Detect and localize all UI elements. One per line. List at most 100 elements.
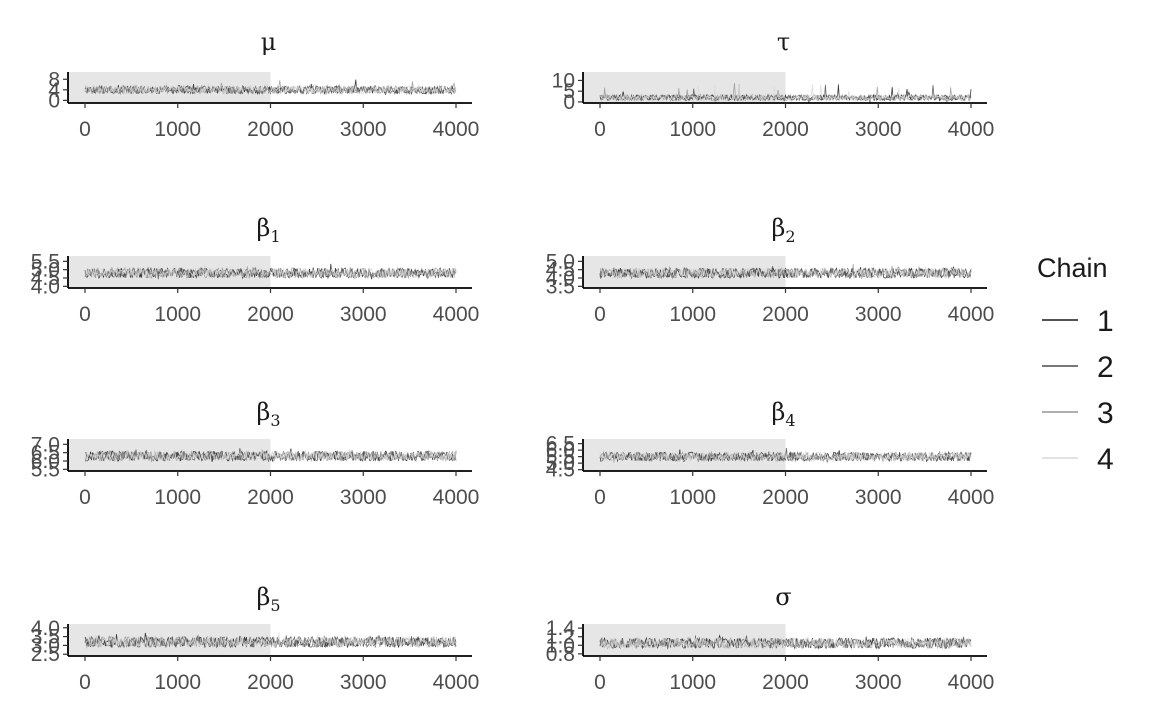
panel-title-main: β [256, 583, 270, 611]
y-tick-label: 4.5 [31, 267, 60, 290]
x-tick-label: 0 [594, 118, 606, 141]
x-tick-label: 4000 [433, 486, 480, 509]
x-tick-label: 1000 [669, 118, 716, 141]
x-tick-label: 4000 [948, 118, 995, 141]
panel-title: β1 [256, 214, 280, 246]
x-tick-label: 2000 [762, 671, 809, 694]
legend-label-chain-1: 1 [1097, 305, 1114, 338]
trace-line-chain-4 [84, 632, 457, 649]
panel-title-main: β [256, 214, 270, 242]
trace-line-chain-4 [599, 84, 972, 104]
panel-title-main: β [771, 398, 785, 426]
x-tick-label: 3000 [340, 486, 387, 509]
trace-panel: β4 0 1000 2000 3000 4000 4.55.05.56.06.5 [546, 398, 995, 509]
x-tick-label: 3000 [855, 671, 902, 694]
trace-panel: β5 0 1000 2000 3000 4000 2.53.03.54.0 [31, 583, 480, 694]
x-tick-label: 2000 [247, 303, 294, 326]
trace-panel: β1 0 1000 2000 3000 4000 4.04.55.05.5 [31, 214, 480, 326]
x-tick-label: 3000 [340, 303, 387, 326]
x-tick-label: 2000 [762, 303, 809, 326]
y-tick-label: 4.0 [546, 267, 575, 290]
x-tick-label: 4000 [948, 671, 995, 694]
y-tick-label: 0 [48, 89, 60, 112]
y-tick-label: 3.5 [31, 626, 60, 649]
panel-title-main: τ [777, 28, 790, 56]
legend-label-chain-3: 3 [1097, 397, 1114, 430]
y-tick-label: 5.5 [31, 458, 60, 481]
y-tick-label: 5.5 [546, 446, 575, 469]
y-tick-label: 4.0 [31, 617, 60, 640]
panel-title-subscript: 1 [270, 227, 280, 246]
x-tick-label: 0 [594, 303, 606, 326]
y-tick-label: 10 [552, 69, 575, 92]
panel-title-main: β [771, 214, 785, 242]
x-tick-label: 3000 [340, 118, 387, 141]
y-tick-label: 1.2 [546, 626, 575, 649]
panel-title-subscript: 3 [270, 411, 280, 430]
y-tick-label: 3.5 [546, 275, 575, 298]
x-tick-label: 0 [79, 118, 91, 141]
x-tick-label: 4000 [433, 303, 480, 326]
x-tick-label: 2000 [247, 118, 294, 141]
trace-line-chain-4 [84, 264, 457, 280]
panel-title-subscript: 5 [270, 596, 280, 615]
panel-title: σ [775, 583, 791, 611]
trace-line-chain-4 [599, 450, 972, 463]
panel-title: τ [777, 28, 790, 56]
legend-label-chain-2: 2 [1097, 351, 1114, 384]
x-tick-label: 2000 [247, 671, 294, 694]
panel-title-main: β [256, 398, 270, 426]
trace-line-chain-4 [600, 263, 972, 280]
x-tick-label: 1000 [669, 671, 716, 694]
legend-label-chain-4: 4 [1097, 443, 1114, 476]
panel-title: β2 [771, 214, 795, 246]
panel-title-main: σ [775, 583, 791, 611]
y-tick-label: 6.0 [31, 450, 60, 473]
y-tick-label: 4.5 [546, 259, 575, 282]
x-tick-label: 3000 [855, 303, 902, 326]
y-tick-label: 3.0 [31, 634, 60, 657]
trace-panel: σ 0 1000 2000 3000 4000 0.81.01.21.4 [546, 583, 995, 694]
x-tick-label: 4000 [433, 671, 480, 694]
x-tick-label: 4000 [948, 303, 995, 326]
trace-line-chain-4 [600, 635, 972, 650]
panel-title-subscript: 2 [785, 227, 795, 246]
y-tick-label: 1.0 [546, 634, 575, 657]
x-tick-label: 0 [79, 671, 91, 694]
y-tick-label: 5.5 [31, 250, 60, 273]
x-tick-label: 1000 [154, 486, 201, 509]
x-tick-label: 3000 [855, 118, 902, 141]
trace-panel: μ 0 1000 2000 3000 4000 048 [48, 28, 479, 141]
y-tick-label: 2.5 [31, 643, 60, 666]
x-tick-label: 1000 [154, 118, 201, 141]
y-tick-label: 7.0 [31, 433, 60, 456]
trace-panel: β2 0 1000 2000 3000 4000 3.54.04.55.0 [546, 214, 995, 326]
trace-panel: β3 0 1000 2000 3000 4000 5.56.06.57.0 [31, 398, 480, 509]
y-tick-label: 0 [563, 91, 575, 114]
trace-line-chain-4 [84, 449, 457, 463]
y-tick-label: 6.5 [31, 442, 60, 465]
y-tick-label: 4 [48, 79, 60, 102]
y-tick-label: 5 [563, 80, 575, 103]
trace-line-chain-3 [599, 263, 972, 280]
x-tick-label: 4000 [433, 118, 480, 141]
panel-title-main: μ [261, 28, 277, 56]
y-tick-label: 5.0 [31, 259, 60, 282]
x-tick-label: 0 [594, 671, 606, 694]
y-tick-label: 6.0 [546, 439, 575, 462]
y-tick-label: 4.0 [31, 275, 60, 298]
x-tick-label: 2000 [762, 486, 809, 509]
x-tick-label: 1000 [154, 303, 201, 326]
y-tick-label: 6.5 [546, 433, 575, 456]
panel-title: β5 [256, 583, 280, 615]
x-tick-label: 0 [594, 486, 606, 509]
panel-title: β4 [771, 398, 795, 430]
x-tick-label: 1000 [669, 486, 716, 509]
x-tick-label: 4000 [948, 486, 995, 509]
y-tick-label: 8 [48, 68, 60, 91]
y-tick-label: 5.0 [546, 452, 575, 475]
x-tick-label: 2000 [762, 118, 809, 141]
panel-title: μ [261, 28, 277, 56]
